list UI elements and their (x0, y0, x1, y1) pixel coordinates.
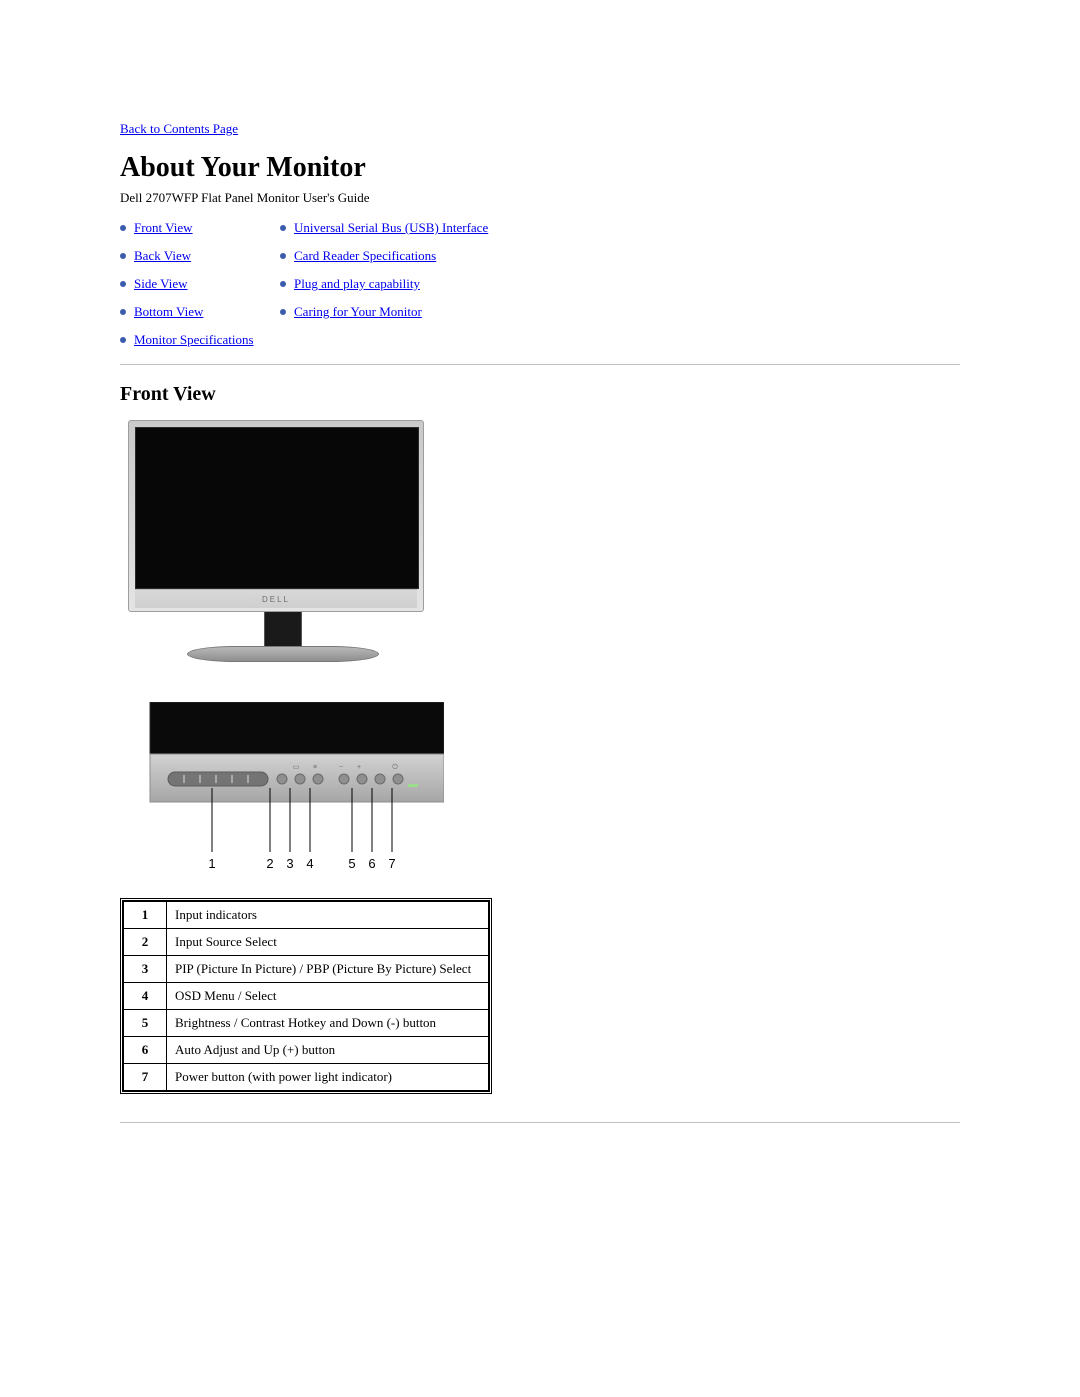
table-cell-desc: OSD Menu / Select (167, 983, 489, 1010)
nav-item-plug-play[interactable]: Plug and play capability (280, 276, 520, 292)
nav-link[interactable]: Caring for Your Monitor (294, 304, 422, 320)
table-row: 1Input indicators (124, 902, 489, 929)
nav-item-side-view[interactable]: Side View (120, 276, 280, 292)
monitor-front-figure: DELL (128, 420, 438, 662)
table-cell-num: 6 (124, 1037, 167, 1064)
front-view-table: 1Input indicators2Input Source Select3PI… (123, 901, 489, 1091)
nav-link[interactable]: Universal Serial Bus (USB) Interface (294, 220, 488, 236)
svg-text:▭: ▭ (293, 764, 300, 771)
monitor-logo: DELL (262, 595, 290, 604)
nav-link[interactable]: Side View (134, 276, 188, 292)
table-cell-num: 2 (124, 929, 167, 956)
monitor-chin: DELL (135, 589, 417, 608)
page-title: About Your Monitor (120, 152, 960, 184)
table-cell-desc: Auto Adjust and Up (+) button (167, 1037, 489, 1064)
back-to-contents-link[interactable]: Back to Contents Page (120, 121, 238, 136)
monitor-screen (135, 427, 419, 589)
front-view-table-wrap: 1Input indicators2Input Source Select3PI… (120, 898, 492, 1094)
table-row: 7Power button (with power light indicato… (124, 1064, 489, 1091)
bullet-icon (120, 337, 126, 343)
bullet-icon (280, 225, 286, 231)
table-cell-num: 3 (124, 956, 167, 983)
nav-item-monitor-specs[interactable]: Monitor Specifications (120, 332, 280, 348)
bullet-icon (120, 253, 126, 259)
callout-number: 7 (388, 856, 395, 871)
callout-number: 2 (266, 856, 273, 871)
svg-text:≡: ≡ (313, 764, 317, 771)
callout-number: 4 (306, 856, 313, 871)
divider (120, 1122, 960, 1123)
callout-number: 1 (208, 856, 215, 871)
nav-item-front-view[interactable]: Front View (120, 220, 280, 236)
nav-link[interactable]: Card Reader Specifications (294, 248, 436, 264)
table-cell-desc: Input Source Select (167, 929, 489, 956)
table-cell-desc: Input indicators (167, 902, 489, 929)
bullet-icon (280, 281, 286, 287)
bullet-icon (120, 225, 126, 231)
section-heading-front-view: Front View (120, 383, 960, 406)
nav-item-bottom-view[interactable]: Bottom View (120, 304, 280, 320)
callout-number: 3 (286, 856, 293, 871)
table-cell-desc: Power button (with power light indicator… (167, 1064, 489, 1091)
nav-link[interactable]: Monitor Specifications (134, 332, 254, 348)
nav-item-back-view[interactable]: Back View (120, 248, 280, 264)
bullet-icon (120, 309, 126, 315)
table-row: 6Auto Adjust and Up (+) button (124, 1037, 489, 1064)
table-row: 5Brightness / Contrast Hotkey and Down (… (124, 1010, 489, 1037)
table-cell-num: 7 (124, 1064, 167, 1091)
nav-link[interactable]: Plug and play capability (294, 276, 420, 292)
nav-item-caring[interactable]: Caring for Your Monitor (280, 304, 520, 320)
table-cell-num: 4 (124, 983, 167, 1010)
table-row: 4OSD Menu / Select (124, 983, 489, 1010)
monitor-base (187, 646, 379, 662)
bullet-icon (120, 281, 126, 287)
nav-item-card-reader[interactable]: Card Reader Specifications (280, 248, 520, 264)
bullet-icon (280, 253, 286, 259)
callout-number: 6 (368, 856, 375, 871)
nav-item-usb[interactable]: Universal Serial Bus (USB) Interface (280, 220, 520, 236)
svg-text:+: + (357, 764, 361, 771)
page-subtitle: Dell 2707WFP Flat Panel Monitor User's G… (120, 190, 960, 206)
table-row: 2Input Source Select (124, 929, 489, 956)
nav-link[interactable]: Front View (134, 220, 193, 236)
table-cell-desc: Brightness / Contrast Hotkey and Down (-… (167, 1010, 489, 1037)
table-cell-desc: PIP (Picture In Picture) / PBP (Picture … (167, 956, 489, 983)
divider (120, 364, 960, 365)
monitor-neck (264, 612, 302, 646)
monitor-bezel: DELL (128, 420, 424, 612)
section-nav: Front View Universal Serial Bus (USB) In… (120, 220, 960, 348)
table-cell-num: 1 (124, 902, 167, 929)
svg-text:⏻: ⏻ (392, 763, 398, 771)
svg-text:−: − (339, 764, 343, 771)
nav-link[interactable]: Back View (134, 248, 191, 264)
bullet-icon (280, 309, 286, 315)
front-panel-closeup-figure: ▭ ≡ − + ⏻ 1 234 567 (134, 702, 444, 882)
callout-number: 5 (348, 856, 355, 871)
nav-link[interactable]: Bottom View (134, 304, 203, 320)
table-row: 3PIP (Picture In Picture) / PBP (Picture… (124, 956, 489, 983)
table-cell-num: 5 (124, 1010, 167, 1037)
